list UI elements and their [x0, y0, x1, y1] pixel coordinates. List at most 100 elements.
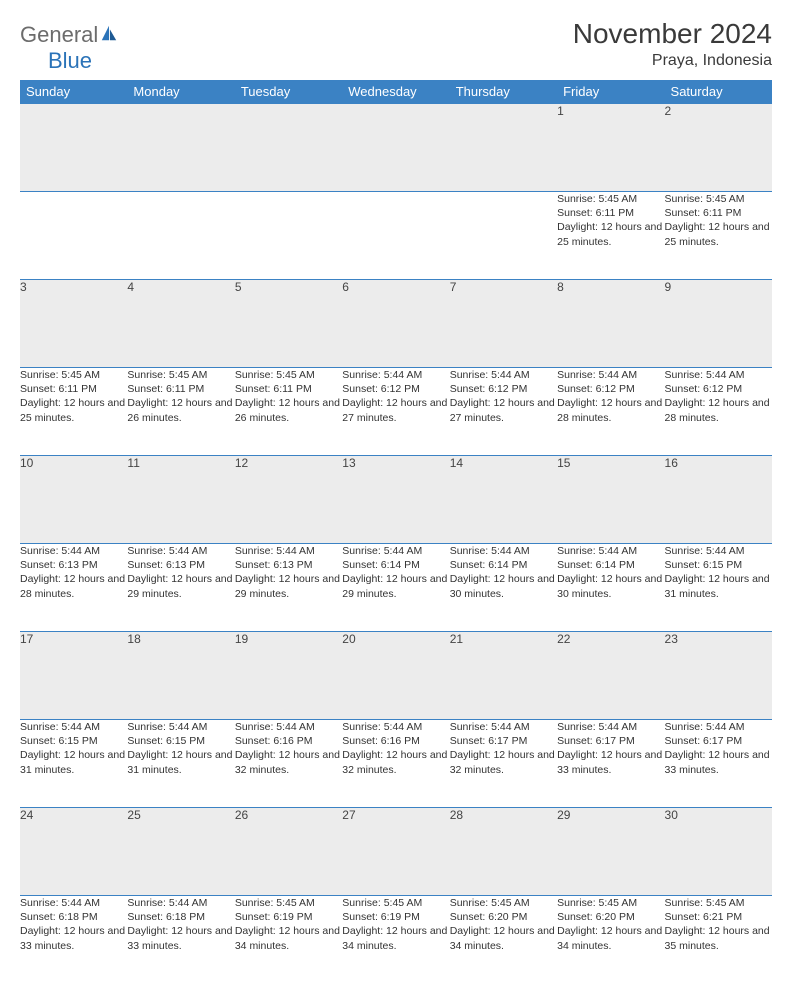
day-info: Sunrise: 5:44 AMSunset: 6:12 PMDaylight:… [665, 368, 772, 456]
logo-word-general: General [20, 22, 98, 47]
sunrise-line: Sunrise: 5:44 AM [450, 544, 557, 558]
day-info: Sunrise: 5:45 AMSunset: 6:19 PMDaylight:… [235, 896, 342, 984]
sunset-line: Sunset: 6:11 PM [235, 382, 342, 396]
sunrise-line: Sunrise: 5:44 AM [235, 544, 342, 558]
sunset-line: Sunset: 6:11 PM [20, 382, 127, 396]
sunrise-line: Sunrise: 5:44 AM [450, 368, 557, 382]
day-number: 21 [450, 632, 557, 720]
daylight-line: Daylight: 12 hours and 35 minutes. [665, 924, 772, 952]
day-info: Sunrise: 5:44 AMSunset: 6:14 PMDaylight:… [342, 544, 449, 632]
daylight-line: Daylight: 12 hours and 32 minutes. [235, 748, 342, 776]
sunset-line: Sunset: 6:11 PM [557, 206, 664, 220]
day-info-blank [20, 192, 127, 280]
day-info-blank [342, 192, 449, 280]
sunrise-line: Sunrise: 5:44 AM [557, 720, 664, 734]
day-info: Sunrise: 5:44 AMSunset: 6:14 PMDaylight:… [450, 544, 557, 632]
sunrise-line: Sunrise: 5:45 AM [235, 368, 342, 382]
sunset-line: Sunset: 6:18 PM [127, 910, 234, 924]
daylight-line: Daylight: 12 hours and 27 minutes. [342, 396, 449, 424]
sunset-line: Sunset: 6:12 PM [557, 382, 664, 396]
logo-sail-icon [100, 24, 118, 42]
sunset-line: Sunset: 6:15 PM [665, 558, 772, 572]
day-number: 3 [20, 280, 127, 368]
logo-text: General Blue [20, 22, 118, 74]
day-number: 9 [665, 280, 772, 368]
title-block: November 2024 Praya, Indonesia [573, 18, 772, 70]
day-info: Sunrise: 5:44 AMSunset: 6:15 PMDaylight:… [665, 544, 772, 632]
day-info: Sunrise: 5:45 AMSunset: 6:19 PMDaylight:… [342, 896, 449, 984]
weekday-header: Monday [127, 80, 234, 104]
daylight-line: Daylight: 12 hours and 27 minutes. [450, 396, 557, 424]
sunrise-line: Sunrise: 5:44 AM [665, 368, 772, 382]
day-info: Sunrise: 5:45 AMSunset: 6:21 PMDaylight:… [665, 896, 772, 984]
sunset-line: Sunset: 6:20 PM [450, 910, 557, 924]
sunset-line: Sunset: 6:14 PM [342, 558, 449, 572]
day-info: Sunrise: 5:44 AMSunset: 6:15 PMDaylight:… [127, 720, 234, 808]
day-info: Sunrise: 5:44 AMSunset: 6:16 PMDaylight:… [235, 720, 342, 808]
sunset-line: Sunset: 6:14 PM [450, 558, 557, 572]
day-number-row: 17181920212223 [20, 632, 772, 720]
day-number: 14 [450, 456, 557, 544]
sunrise-line: Sunrise: 5:45 AM [557, 192, 664, 206]
day-info-row: Sunrise: 5:45 AMSunset: 6:11 PMDaylight:… [20, 368, 772, 456]
daylight-line: Daylight: 12 hours and 32 minutes. [342, 748, 449, 776]
sunset-line: Sunset: 6:16 PM [235, 734, 342, 748]
day-info: Sunrise: 5:44 AMSunset: 6:16 PMDaylight:… [342, 720, 449, 808]
day-info: Sunrise: 5:44 AMSunset: 6:18 PMDaylight:… [20, 896, 127, 984]
day-info-row: Sunrise: 5:45 AMSunset: 6:11 PMDaylight:… [20, 192, 772, 280]
day-number: 29 [557, 808, 664, 896]
day-number: 4 [127, 280, 234, 368]
header: General Blue November 2024 Praya, Indone… [20, 18, 772, 74]
day-number: 2 [665, 104, 772, 192]
sunset-line: Sunset: 6:13 PM [235, 558, 342, 572]
day-number-blank [450, 104, 557, 192]
daylight-line: Daylight: 12 hours and 30 minutes. [450, 572, 557, 600]
day-number: 24 [20, 808, 127, 896]
day-number-row: 10111213141516 [20, 456, 772, 544]
day-number: 18 [127, 632, 234, 720]
day-info-blank [450, 192, 557, 280]
day-info: Sunrise: 5:45 AMSunset: 6:20 PMDaylight:… [450, 896, 557, 984]
location: Praya, Indonesia [573, 52, 772, 70]
day-info: Sunrise: 5:45 AMSunset: 6:11 PMDaylight:… [557, 192, 664, 280]
day-info: Sunrise: 5:44 AMSunset: 6:12 PMDaylight:… [342, 368, 449, 456]
day-number: 16 [665, 456, 772, 544]
day-info: Sunrise: 5:44 AMSunset: 6:12 PMDaylight:… [557, 368, 664, 456]
day-info: Sunrise: 5:44 AMSunset: 6:13 PMDaylight:… [127, 544, 234, 632]
sunrise-line: Sunrise: 5:44 AM [342, 720, 449, 734]
daylight-line: Daylight: 12 hours and 25 minutes. [20, 396, 127, 424]
sunrise-line: Sunrise: 5:44 AM [557, 368, 664, 382]
sunrise-line: Sunrise: 5:44 AM [557, 544, 664, 558]
daylight-line: Daylight: 12 hours and 33 minutes. [665, 748, 772, 776]
day-info: Sunrise: 5:45 AMSunset: 6:11 PMDaylight:… [665, 192, 772, 280]
sunset-line: Sunset: 6:19 PM [235, 910, 342, 924]
daylight-line: Daylight: 12 hours and 33 minutes. [20, 924, 127, 952]
day-number: 12 [235, 456, 342, 544]
daylight-line: Daylight: 12 hours and 34 minutes. [450, 924, 557, 952]
month-title: November 2024 [573, 18, 772, 50]
sunset-line: Sunset: 6:19 PM [342, 910, 449, 924]
day-number: 1 [557, 104, 664, 192]
day-info-row: Sunrise: 5:44 AMSunset: 6:15 PMDaylight:… [20, 720, 772, 808]
sunrise-line: Sunrise: 5:44 AM [127, 896, 234, 910]
day-number-row: 24252627282930 [20, 808, 772, 896]
day-number-row: 3456789 [20, 280, 772, 368]
day-number: 5 [235, 280, 342, 368]
day-number: 15 [557, 456, 664, 544]
sunset-line: Sunset: 6:15 PM [127, 734, 234, 748]
sunrise-line: Sunrise: 5:45 AM [20, 368, 127, 382]
day-number: 28 [450, 808, 557, 896]
weekday-header: Friday [557, 80, 664, 104]
weekday-header: Saturday [665, 80, 772, 104]
day-number-blank [20, 104, 127, 192]
day-info: Sunrise: 5:45 AMSunset: 6:20 PMDaylight:… [557, 896, 664, 984]
day-number: 22 [557, 632, 664, 720]
logo-word-blue: Blue [48, 48, 92, 73]
sunrise-line: Sunrise: 5:45 AM [450, 896, 557, 910]
daylight-line: Daylight: 12 hours and 28 minutes. [557, 396, 664, 424]
day-info: Sunrise: 5:44 AMSunset: 6:17 PMDaylight:… [557, 720, 664, 808]
daylight-line: Daylight: 12 hours and 28 minutes. [665, 396, 772, 424]
day-number: 23 [665, 632, 772, 720]
day-info-row: Sunrise: 5:44 AMSunset: 6:13 PMDaylight:… [20, 544, 772, 632]
day-number-blank [342, 104, 449, 192]
